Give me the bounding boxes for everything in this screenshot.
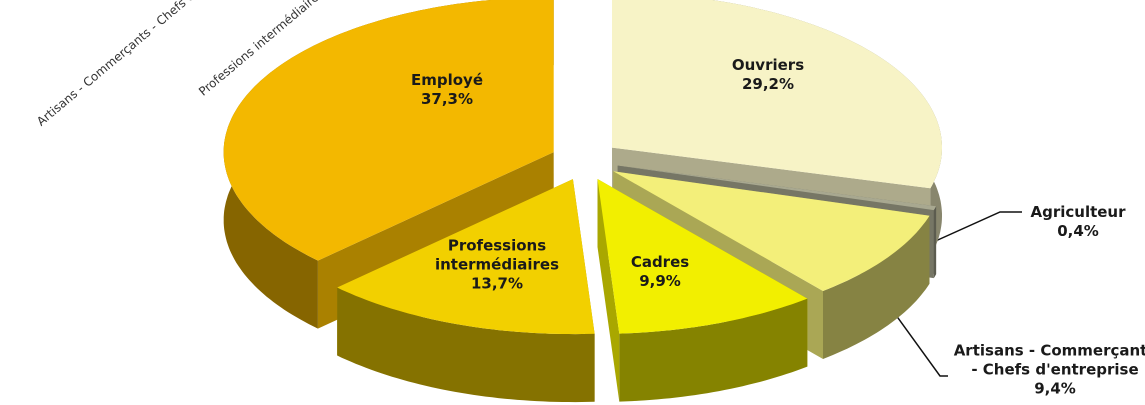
leader-line: [884, 299, 948, 377]
slice-side: [619, 298, 808, 402]
value-label: 29,2%: [741, 75, 795, 93]
slice: [612, 0, 942, 189]
slice-side: [933, 206, 937, 279]
category-label: Agriculteur: [1030, 203, 1126, 221]
value-label: 9,4%: [1034, 379, 1076, 398]
data-label: Employé 37,3%: [387, 71, 507, 109]
category-label: Ouvriers: [731, 56, 805, 74]
category-label: Artisans - Commerçants - Chefs d'entrepr…: [953, 341, 1145, 379]
data-label: Professions intermédiaires 13,7%: [427, 237, 567, 294]
slice-group: [597, 179, 808, 402]
data-label: Artisans - Commerçants - Chefs d'entrepr…: [950, 342, 1145, 399]
data-label: Agriculteur 0,4%: [1008, 203, 1145, 241]
slice: [337, 179, 595, 335]
data-label: Cadres 9,9%: [600, 253, 720, 291]
slice: [597, 179, 808, 334]
slice: [223, 0, 554, 261]
slice-group: [337, 179, 595, 403]
value-label: 0,4%: [1057, 222, 1099, 240]
value-label: 13,7%: [470, 274, 524, 293]
data-label: Ouvriers 29,2%: [698, 56, 838, 94]
category-label: Professions intermédiaires: [434, 236, 559, 274]
slice: [613, 171, 930, 291]
category-label: Employé: [410, 71, 483, 89]
category-label: Cadres: [630, 253, 690, 271]
leader-line: [919, 211, 1022, 249]
value-label: 9,9%: [639, 272, 681, 290]
slice-cut-face: [597, 179, 620, 402]
slice-side: [823, 215, 930, 359]
slice-side: [337, 287, 595, 403]
value-label: 37,3%: [420, 90, 474, 108]
slice: [617, 165, 937, 211]
